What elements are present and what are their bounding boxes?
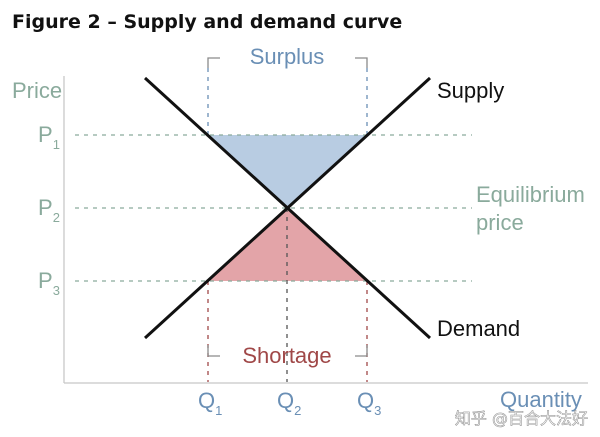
surplus-region: [208, 135, 367, 208]
equilibrium-label-line2: price: [476, 210, 524, 235]
price-tick-p1: P1: [38, 122, 60, 152]
watermark: 知乎 @百合大法好: [455, 409, 588, 428]
equilibrium-label-line1: Equilibrium: [476, 182, 585, 207]
price-tick-p3: P3: [38, 268, 60, 298]
shortage-label: Shortage: [242, 343, 331, 368]
demand-label: Demand: [437, 316, 520, 341]
y-axis-label: Price: [12, 78, 62, 103]
demand-curve: [143, 76, 432, 340]
shortage-bracket: [207, 345, 220, 357]
x-axis-label: Quantity: [500, 387, 582, 412]
figure-title: Figure 2 – Supply and demand curve: [12, 11, 402, 33]
surplus-bracket-right: [355, 57, 368, 68]
shortage-bracket-right: [355, 345, 368, 357]
price-tick-p2: P2: [38, 195, 60, 225]
supply-label: Supply: [437, 78, 504, 103]
quantity-tick-q2: Q2: [277, 388, 301, 418]
surplus-label: Surplus: [250, 44, 325, 69]
surplus-bracket: [207, 57, 220, 68]
quantity-tick-q1: Q1: [198, 388, 222, 418]
quantity-tick-q3: Q3: [357, 388, 381, 418]
